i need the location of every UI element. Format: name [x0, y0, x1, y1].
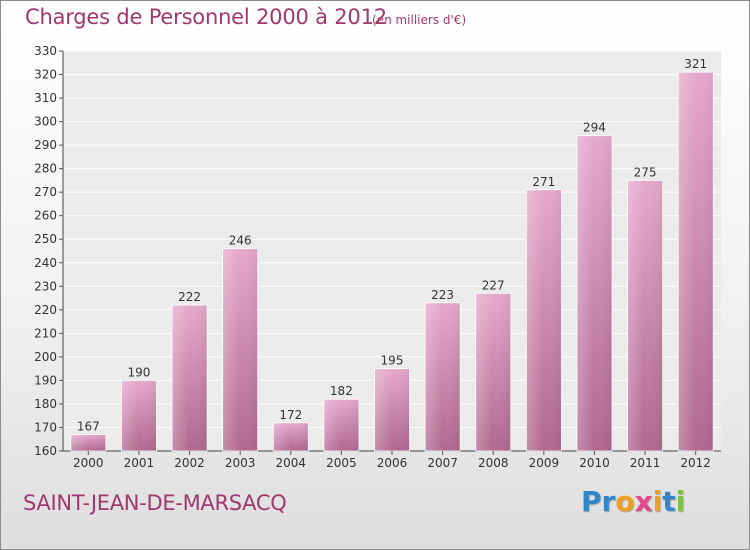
y-tick-label: 210 [34, 326, 57, 340]
bar-shade [374, 368, 410, 451]
y-tick-label: 270 [34, 185, 57, 199]
bar-value-label: 227 [482, 278, 505, 292]
bar-shade [576, 135, 612, 452]
y-tick-label: 320 [34, 68, 57, 82]
bar-value-label: 195 [381, 354, 404, 368]
x-tick-label: 2001 [124, 456, 155, 470]
chart-unit: (en milliers d'€) [372, 13, 467, 27]
x-tick-label: 2000 [73, 456, 104, 470]
bar-shade [70, 434, 106, 451]
y-tick-label: 190 [34, 373, 57, 387]
bar-shade [475, 293, 511, 451]
x-tick-label: 2003 [225, 456, 256, 470]
y-tick-label: 170 [34, 420, 57, 434]
bar-shade [172, 305, 208, 451]
bar-value-label: 294 [583, 121, 606, 135]
x-tick-label: 2011 [630, 456, 661, 470]
bar-shade [222, 248, 258, 451]
bar-value-label: 182 [330, 384, 353, 398]
logo-part: t [662, 485, 676, 518]
chart-title: Charges de Personnel 2000 à 2012 [25, 5, 387, 29]
bar-value-label: 167 [77, 420, 100, 434]
bar-value-label: 222 [178, 290, 201, 304]
x-tick-label: 2004 [275, 456, 306, 470]
bar-value-label: 246 [229, 234, 252, 248]
bar-shade [526, 189, 562, 451]
x-tick-label: 2002 [174, 456, 205, 470]
bar-shade [121, 380, 157, 451]
logo-part: Pr [581, 485, 616, 518]
y-tick-label: 200 [34, 350, 57, 364]
bar-value-label: 275 [634, 165, 657, 179]
y-tick-label: 310 [34, 91, 57, 105]
y-tick-label: 300 [34, 115, 57, 129]
y-tick-label: 160 [34, 444, 57, 458]
y-tick-label: 290 [34, 138, 57, 152]
x-tick-label: 2006 [377, 456, 408, 470]
x-tick-label: 2008 [478, 456, 509, 470]
bar-value-label: 321 [684, 57, 707, 71]
bar-shade [678, 72, 714, 452]
commune-name: SAINT-JEAN-DE-MARSACQ [23, 491, 287, 515]
x-tick-label: 2005 [326, 456, 357, 470]
y-tick-label: 260 [34, 209, 57, 223]
y-tick-label: 220 [34, 303, 57, 317]
logo-part: i [675, 485, 686, 518]
bar-shade [425, 302, 461, 451]
y-tick-label: 250 [34, 232, 57, 246]
logo-part: o [615, 485, 635, 518]
y-tick-label: 330 [34, 44, 57, 58]
y-tick-label: 280 [34, 162, 57, 176]
bar-value-label: 223 [431, 288, 454, 302]
x-tick-label: 2007 [427, 456, 458, 470]
y-tick-label: 240 [34, 256, 57, 270]
logo-part: x [634, 485, 653, 518]
bar-shade [323, 399, 359, 451]
proxiti-logo: Proxiti [581, 485, 685, 518]
bar-value-label: 172 [279, 408, 302, 422]
x-tick-label: 2010 [579, 456, 610, 470]
bar-shade [627, 180, 663, 452]
bar-shade [273, 422, 309, 451]
bar-value-label: 271 [532, 175, 555, 189]
y-tick-label: 180 [34, 397, 57, 411]
x-tick-label: 2009 [529, 456, 560, 470]
logo-part: i [652, 485, 663, 518]
x-tick-label: 2012 [680, 456, 711, 470]
bar-value-label: 190 [127, 365, 150, 379]
y-tick-label: 230 [34, 279, 57, 293]
